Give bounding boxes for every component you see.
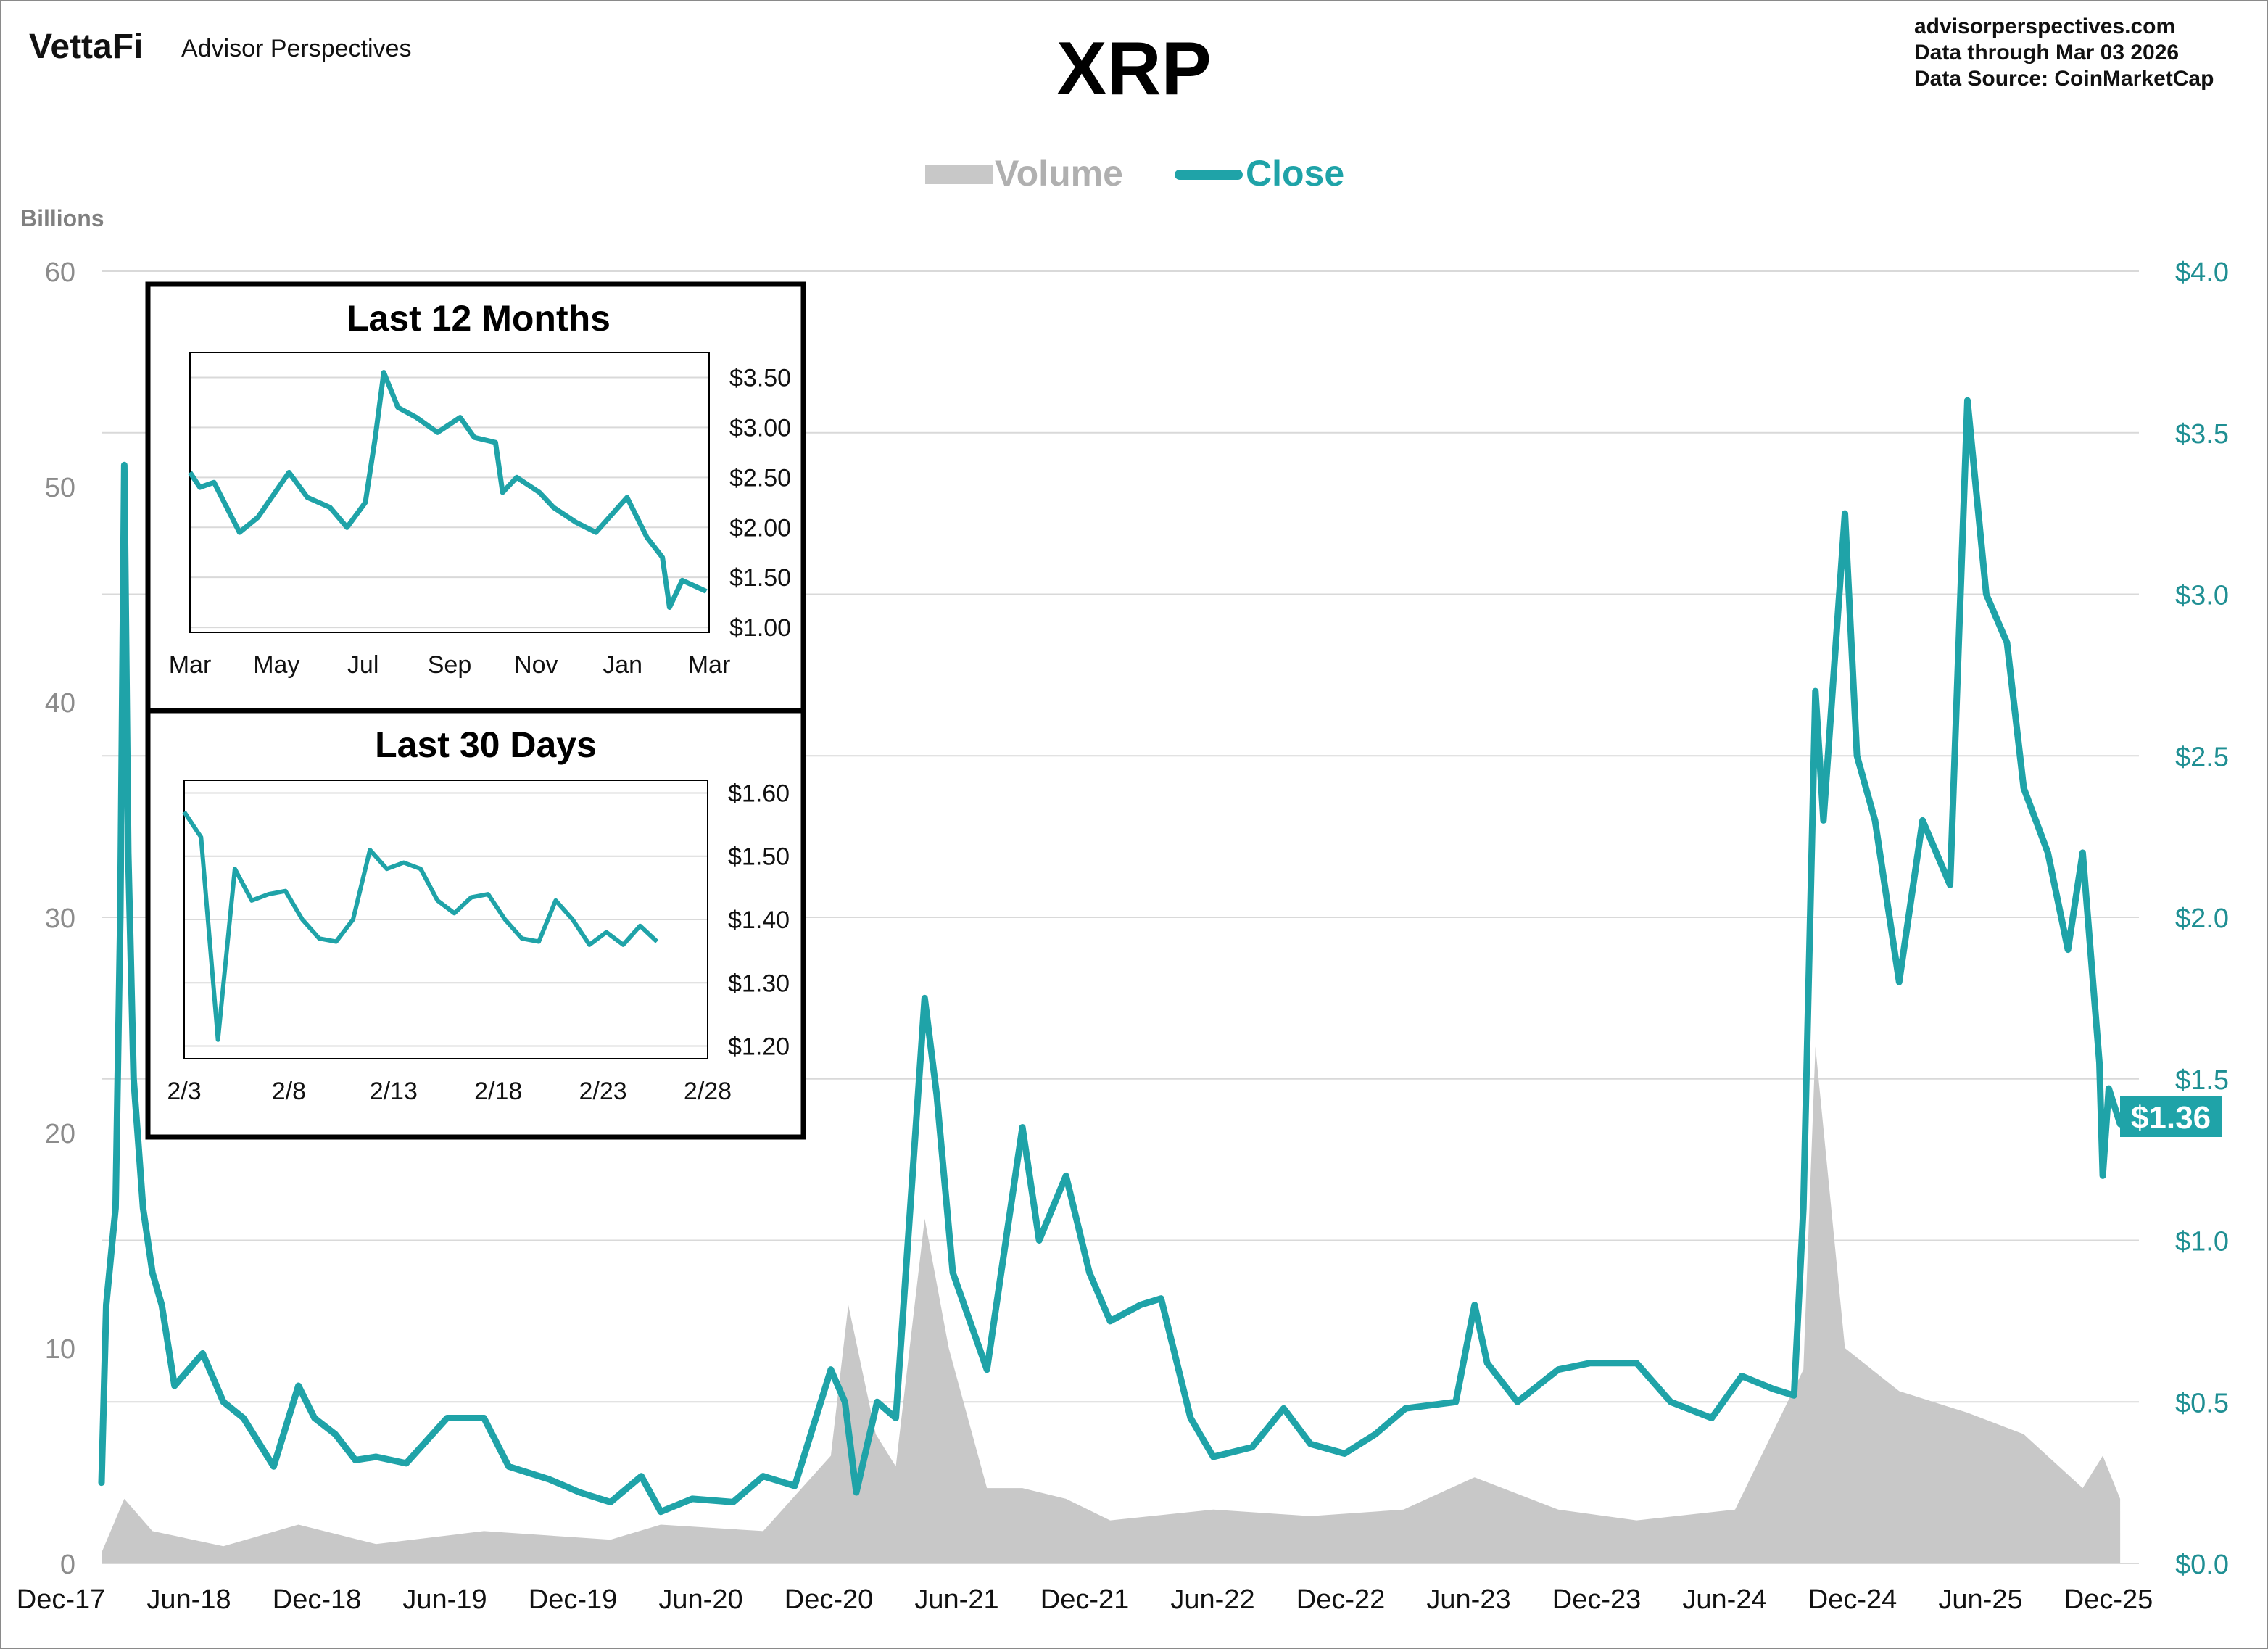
inset-30-days-border xyxy=(145,708,806,1140)
x-tick-label: Jun-23 xyxy=(1426,1584,1510,1615)
legend-close-swatch xyxy=(1175,170,1243,180)
inset-x-tick-label: 2/8 xyxy=(272,1078,306,1105)
inset-x-tick-label: Jul xyxy=(347,651,378,679)
inset-12-months-gridlines xyxy=(190,376,709,629)
left-tick-label: 50 xyxy=(45,473,75,503)
inset-30-days-close-line xyxy=(182,810,659,1042)
inset-y-tick-label: $3.50 xyxy=(729,364,791,392)
legend-volume-label: Volume xyxy=(995,153,1123,194)
right-axis-ticks: $0.0 $0.5 $1.0 $1.5 $2.0 $2.5 $3.0 $3.5 $4.0 xyxy=(2175,257,2229,1580)
source-line-3: Data Source: CoinMarketCap xyxy=(1914,67,2214,91)
inset-y-tick-label: $1.50 xyxy=(729,564,791,592)
inset-x-tick-label: 2/28 xyxy=(684,1078,732,1105)
x-tick-label: Dec-20 xyxy=(785,1584,874,1615)
x-tick-label: Jun-20 xyxy=(658,1584,742,1615)
inset-x-tick-label: Nov xyxy=(514,651,558,679)
inset-y-tick-label: $3.00 xyxy=(729,414,791,442)
brand-logo: VettaFi xyxy=(29,28,143,66)
x-tick-label: Jun-18 xyxy=(146,1584,231,1615)
last-close-badge: $1.36 xyxy=(2120,1096,2222,1137)
right-tick-label: $1.0 xyxy=(2175,1227,2229,1257)
x-tick-label: Jun-19 xyxy=(402,1584,487,1615)
inset-y-tick-label: $2.50 xyxy=(729,464,791,492)
left-tick-label: 40 xyxy=(45,688,75,719)
left-tick-label: 0 xyxy=(60,1550,75,1580)
x-tick-label: Jun-22 xyxy=(1170,1584,1254,1615)
right-tick-label: $2.0 xyxy=(2175,904,2229,934)
inset-12-months-x-ticks: Mar May Jul Sep Nov Jan Mar xyxy=(169,651,731,679)
right-tick-label: $3.0 xyxy=(2175,581,2229,611)
inset-x-tick-label: Jan xyxy=(603,651,642,679)
right-tick-label: $1.5 xyxy=(2175,1065,2229,1096)
right-tick-label: $2.5 xyxy=(2175,742,2229,772)
right-tick-label: $3.5 xyxy=(2175,419,2229,450)
inset-30-days: Last 30 Days $1.20 $1.30 $1.40 $1.50 $1.60 2… xyxy=(145,708,806,1140)
inset-x-tick-label: 2/18 xyxy=(474,1078,522,1105)
inset-y-tick-label: $1.60 xyxy=(728,780,790,807)
inset-y-tick-label: $1.20 xyxy=(728,1033,790,1061)
x-tick-label: Dec-18 xyxy=(273,1584,362,1615)
volume-area xyxy=(102,1046,2121,1563)
inset-y-tick-label: $1.00 xyxy=(729,614,791,642)
inset-x-tick-label: 2/13 xyxy=(370,1078,418,1105)
source-line-1: advisorperspectives.com xyxy=(1914,15,2175,38)
x-tick-label: Jun-21 xyxy=(914,1584,998,1615)
inset-y-tick-label: $1.30 xyxy=(728,970,790,997)
x-tick-label: Jun-25 xyxy=(1938,1584,2022,1615)
left-axis-label: Billions xyxy=(20,205,104,231)
x-tick-label: Dec-22 xyxy=(1296,1584,1386,1615)
inset-x-tick-label: Sep xyxy=(428,651,472,679)
inset-30-days-y-ticks: $1.20 $1.30 $1.40 $1.50 $1.60 xyxy=(728,780,790,1060)
inset-12-months-title: Last 12 Months xyxy=(347,298,611,339)
left-tick-label: 20 xyxy=(45,1119,75,1149)
inset-x-tick-label: Mar xyxy=(688,651,731,679)
chart-title: XRP xyxy=(1056,27,1212,111)
inset-12-months-border xyxy=(145,281,806,714)
right-tick-label: $0.0 xyxy=(2175,1550,2229,1580)
brand-subtitle: Advisor Perspectives xyxy=(181,35,411,62)
x-tick-label: Dec-21 xyxy=(1040,1584,1130,1615)
inset-30-days-gridlines xyxy=(184,792,708,1047)
inset-30-days-plot-area xyxy=(183,780,708,1059)
inset-12-months: Last 12 Months $1.00 $1.50 $2.00 $2.50 $3.00… xyxy=(145,281,806,714)
right-tick-label: $0.5 xyxy=(2175,1388,2229,1418)
x-tick-label: Dec-23 xyxy=(1552,1584,1642,1615)
inset-x-tick-label: May xyxy=(253,651,299,679)
close-line xyxy=(98,397,2124,1516)
legend-volume-swatch xyxy=(925,165,993,184)
inset-x-tick-label: 2/3 xyxy=(167,1078,201,1105)
legend-close-label: Close xyxy=(1246,153,1344,194)
inset-x-tick-label: 2/23 xyxy=(579,1078,627,1105)
x-tick-label: Jun-24 xyxy=(1682,1584,1766,1615)
left-tick-label: 60 xyxy=(45,257,75,288)
inset-12-months-plot-area xyxy=(189,352,710,633)
inset-y-tick-label: $1.50 xyxy=(728,843,790,871)
inset-12-months-close-line xyxy=(188,370,708,610)
last-close-box xyxy=(2120,1096,2222,1137)
x-tick-label: Dec-19 xyxy=(529,1584,618,1615)
inset-y-tick-label: $2.00 xyxy=(729,514,791,542)
left-tick-label: 10 xyxy=(45,1334,75,1365)
x-tick-label: Dec-24 xyxy=(1808,1584,1897,1615)
x-tick-label: Dec-17 xyxy=(17,1584,106,1615)
inset-12-months-y-ticks: $1.00 $1.50 $2.00 $2.50 $3.00 $3.50 xyxy=(729,364,791,642)
source-line-2: Data through Mar 03 2026 xyxy=(1914,41,2179,65)
last-close-value: $1.36 xyxy=(2131,1100,2211,1136)
left-tick-label: 30 xyxy=(45,904,75,934)
inset-30-days-x-ticks: 2/3 2/8 2/13 2/18 2/23 2/28 xyxy=(167,1078,732,1105)
left-axis-ticks: 0 10 20 30 40 50 60 xyxy=(45,257,75,1580)
x-axis-ticks: Dec-17 Jun-18 Dec-18 Jun-19 Dec-19 Jun-20 Dec-… xyxy=(17,1584,2153,1615)
inset-30-days-title: Last 30 Days xyxy=(375,724,597,765)
inset-y-tick-label: $1.40 xyxy=(728,906,790,934)
right-tick-label: $4.0 xyxy=(2175,257,2229,288)
x-tick-label: Dec-25 xyxy=(2064,1584,2153,1615)
inset-x-tick-label: Mar xyxy=(169,651,212,679)
